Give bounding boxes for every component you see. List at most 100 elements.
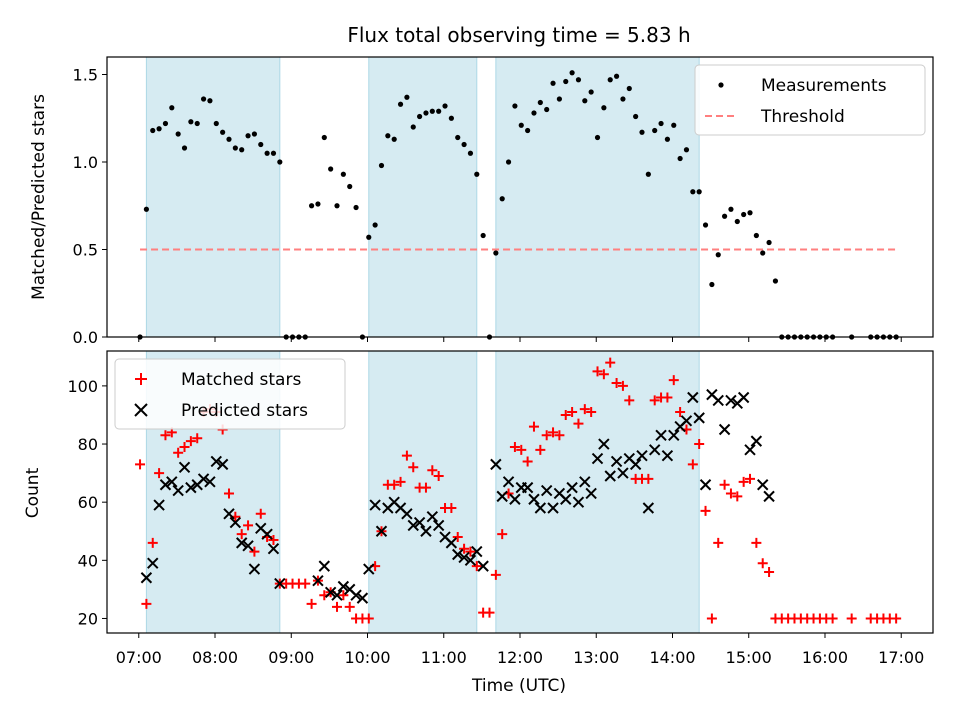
data-point: [268, 534, 279, 545]
data-point: [718, 423, 731, 436]
data-point: [617, 467, 629, 479]
data-point: [194, 120, 200, 127]
data-point: [378, 162, 385, 169]
data-point: [575, 77, 582, 83]
x-tick-label: 10:00: [344, 648, 390, 667]
y-tick-label: 1.0: [73, 153, 98, 172]
data-point: [255, 508, 266, 519]
data-point: [690, 189, 696, 195]
data-point: [652, 127, 658, 134]
series-predicted-stars: [140, 388, 775, 604]
data-point: [172, 484, 184, 497]
data-point: [745, 473, 756, 484]
data-point: [548, 427, 559, 438]
data-point: [560, 493, 572, 505]
data-point: [169, 105, 175, 111]
data-point: [753, 232, 759, 239]
data-point: [493, 250, 499, 256]
legend-label: Threshold: [760, 107, 845, 127]
x-tick-label: 14:00: [649, 648, 695, 667]
data-point: [522, 456, 533, 467]
data-point: [645, 171, 651, 177]
data-point: [764, 566, 775, 577]
data-point: [648, 444, 661, 456]
data-point: [223, 508, 235, 520]
observing-window-2: [368, 350, 478, 634]
data-point: [404, 94, 410, 100]
data-point: [372, 222, 378, 228]
data-point: [248, 563, 261, 575]
data-point: [427, 465, 438, 476]
data-point: [846, 613, 857, 624]
data-point: [334, 203, 340, 209]
data-point: [375, 525, 388, 537]
y-tick-label: 80: [78, 435, 98, 454]
data-point: [579, 404, 590, 415]
data-point: [499, 196, 505, 202]
x-tick-label: 07:00: [116, 648, 162, 667]
data-point: [423, 110, 429, 116]
data-point: [649, 395, 660, 406]
data-point: [629, 458, 642, 471]
data-point: [235, 537, 248, 549]
data-point: [261, 528, 273, 540]
data-point: [274, 577, 286, 590]
data-point: [588, 89, 594, 95]
y-tick-label: 0.5: [73, 241, 98, 260]
data-point: [528, 421, 539, 432]
data-point: [554, 430, 565, 441]
x-tick-label: 17:00: [878, 648, 924, 667]
data-point: [677, 155, 683, 162]
data-point: [337, 580, 350, 593]
data-point: [585, 487, 597, 500]
data-point: [509, 493, 521, 505]
data-point: [702, 222, 709, 228]
legend-label: Matched stars: [181, 370, 301, 390]
data-point: [150, 127, 156, 134]
data-point: [181, 145, 188, 151]
data-point: [541, 430, 552, 441]
data-point: [340, 171, 346, 177]
data-point: [153, 499, 165, 511]
data-point: [300, 578, 311, 589]
data-point: [696, 189, 702, 195]
data-point: [741, 211, 747, 218]
data-point: [197, 473, 210, 485]
data-point: [582, 98, 588, 104]
data-point: [318, 560, 331, 572]
data-point: [267, 542, 280, 555]
data-point: [671, 122, 677, 128]
data-point: [643, 473, 654, 484]
data-point: [391, 136, 397, 142]
data-point: [490, 458, 502, 471]
y-tick-label: 0.0: [73, 328, 98, 347]
x-axis-label: Time (UTC): [471, 676, 566, 696]
data-point: [497, 529, 508, 540]
data-point: [356, 592, 369, 604]
data-point: [661, 449, 674, 462]
data-point: [728, 206, 734, 212]
data-point: [772, 278, 779, 284]
data-point: [140, 572, 153, 584]
data-point: [763, 490, 775, 503]
data-point: [395, 476, 406, 487]
data-point: [592, 366, 603, 377]
data-point: [160, 430, 171, 441]
data-point: [534, 502, 547, 514]
data-point: [270, 150, 277, 156]
data-point: [166, 476, 178, 488]
y-tick-label: 1.5: [73, 66, 98, 85]
data-point: [598, 438, 610, 450]
data-point: [611, 377, 622, 388]
data-point: [613, 73, 620, 79]
data-point: [258, 141, 264, 148]
x-tick-label: 12:00: [497, 648, 543, 667]
data-point: [432, 519, 445, 532]
y-axis-label-bottom: Count: [23, 467, 43, 518]
data-point: [655, 429, 667, 442]
data-point: [338, 590, 349, 601]
data-point: [344, 601, 355, 612]
legend-label: Predicted stars: [181, 401, 308, 421]
data-point: [467, 150, 474, 156]
legend-box: [114, 358, 346, 430]
